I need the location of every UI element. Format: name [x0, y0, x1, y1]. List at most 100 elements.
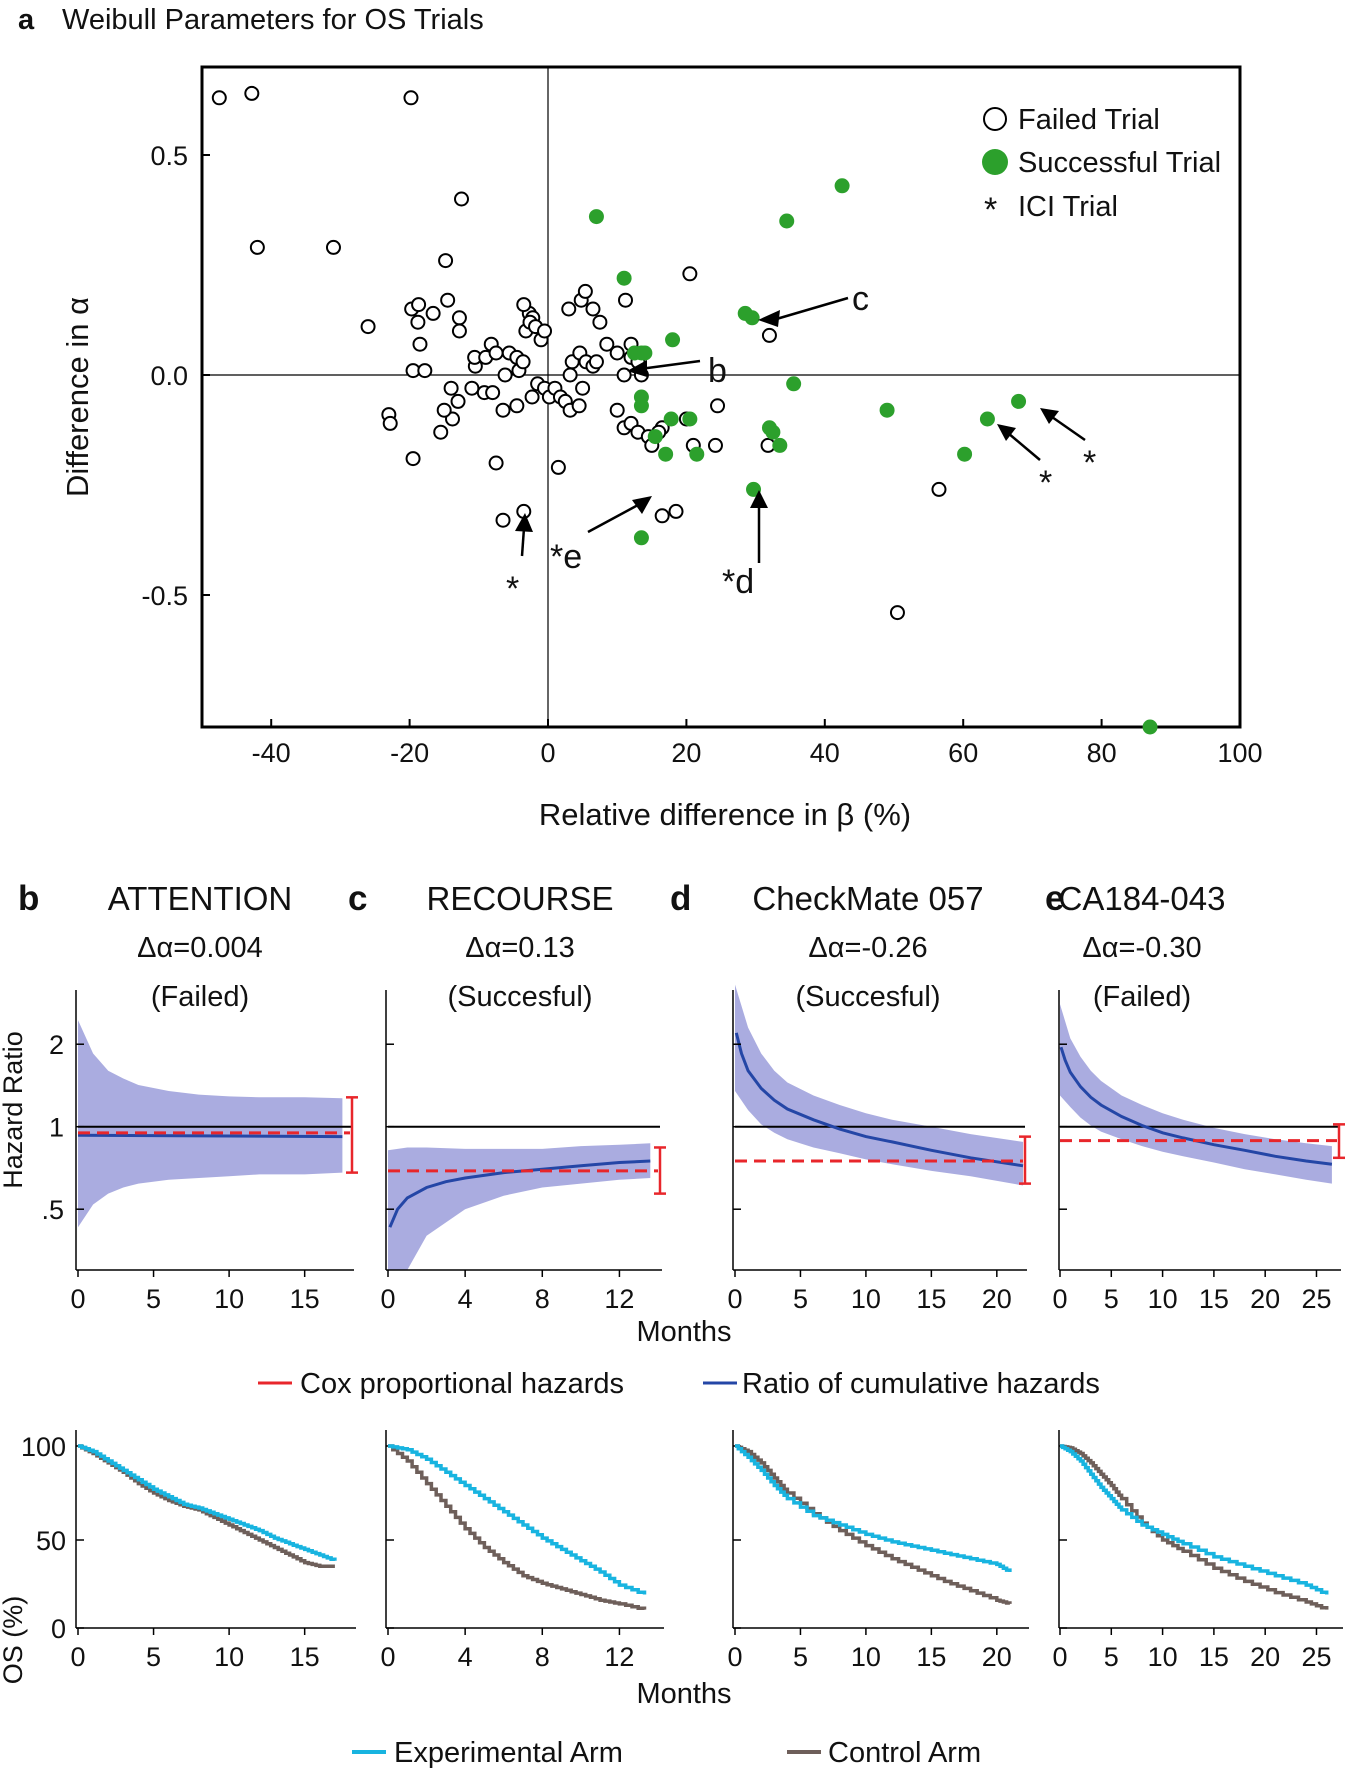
successful-trial-point — [979, 411, 995, 427]
survival-legend: Experimental Arm Control Arm — [352, 1737, 981, 1769]
successful-trial-point — [786, 376, 802, 392]
hazard-x-tick-label: 0 — [727, 1284, 742, 1314]
failed-trial-point — [433, 424, 449, 440]
hazard-x-tick-label: 8 — [535, 1284, 550, 1314]
successful-trial-point — [772, 437, 788, 453]
arrow-ici-mid — [1007, 432, 1041, 461]
scatter-x-tick-label: 80 — [1087, 738, 1117, 768]
failed-trial-point — [618, 292, 634, 308]
hazard-x-tick-label: 5 — [793, 1284, 808, 1314]
failed-trial-point — [562, 367, 578, 383]
failed-trial-point — [571, 398, 587, 414]
scatter-y-tick-label: 0.0 — [150, 361, 188, 391]
os-x-tick-label: 20 — [982, 1642, 1012, 1672]
os-x-tick-label: 5 — [146, 1642, 161, 1672]
cumulative-hazard-ratio-curve — [734, 1032, 1024, 1168]
experimental-arm-curve — [735, 1444, 1012, 1572]
failed-trial-point — [668, 503, 684, 519]
successful-trial-point — [879, 402, 895, 418]
arrow-ici-left — [520, 527, 526, 557]
hazard-y-label: Hazard Ratio — [0, 1031, 28, 1189]
panel-letter-c: c — [348, 879, 367, 918]
annotation-e: *e — [550, 538, 582, 576]
successful-trial-point — [633, 398, 649, 414]
os-y-tick-label: 50 — [36, 1526, 66, 1556]
panel-letter-e: e — [1045, 879, 1064, 918]
annotation-ici-left: * — [506, 570, 519, 608]
hazard-x-tick-label: 10 — [851, 1284, 881, 1314]
hazard-y-tick-label: 2 — [49, 1030, 64, 1060]
experimental-arm-curve — [388, 1444, 647, 1595]
successful-trial-point — [616, 270, 632, 286]
arrow-ici-right — [1051, 415, 1086, 442]
hazard-x-tick-label: 15 — [916, 1284, 946, 1314]
scatter-x-label: Relative difference in β (%) — [539, 797, 911, 832]
scatter-y-tick-label: 0.5 — [150, 141, 188, 171]
failed-trial-point — [410, 314, 426, 330]
experimental-arm-curve — [1060, 1444, 1329, 1595]
failed-trial-point — [588, 354, 604, 370]
successful-trial-point — [957, 446, 973, 462]
failed-trial-point — [450, 393, 466, 409]
os-x-tick-label: 5 — [793, 1642, 808, 1672]
failed-trial-point — [360, 319, 376, 335]
legend-ici-label: ICI Trial — [1018, 191, 1118, 223]
failed-trial-point — [495, 512, 511, 528]
successful-trial-point — [663, 411, 679, 427]
annotation-c: c — [852, 280, 869, 318]
successful-trial-point — [1011, 393, 1027, 409]
arrow-c — [772, 296, 849, 322]
successful-trial-point — [689, 446, 705, 462]
os-x-tick-label: 8 — [535, 1642, 550, 1672]
hazard-ratio-panels: b ATTENTION Δα=0.004 (Failed) 2 1 .5 0 5 10 15 c REC… — [18, 879, 1345, 1314]
scatter-legend: Failed Trial Successful Trial * ICI Tria… — [982, 104, 1221, 229]
trial-outcome-label: (Failed) — [151, 981, 249, 1013]
os-x-tick-label: 25 — [1301, 1642, 1331, 1672]
arrowhead-ici-right — [1040, 408, 1059, 424]
trial-outcome-label: (Succesful) — [447, 981, 592, 1013]
os-x-tick-label: 4 — [458, 1642, 473, 1672]
failed-trial-point — [411, 297, 427, 313]
arrowhead-ici-mid — [997, 424, 1016, 441]
failed-trial-point — [710, 398, 726, 414]
hazard-x-tick-label: 10 — [214, 1284, 244, 1314]
scatter-x-tick-label: 60 — [948, 738, 978, 768]
legend-control-label: Control Arm — [828, 1737, 981, 1769]
failed-trial-point — [577, 283, 593, 299]
arrowhead-c — [758, 310, 780, 327]
failed-trial-point — [488, 455, 504, 471]
failed-trial-point — [537, 323, 553, 339]
hazard-x-tick-label: 5 — [1104, 1284, 1119, 1314]
os-y-label: OS (%) — [0, 1596, 28, 1685]
control-arm-curve — [388, 1444, 647, 1610]
arrowhead-d — [750, 490, 768, 508]
failed-trial-point — [488, 345, 504, 361]
hazard-x-tick-label: 20 — [982, 1284, 1012, 1314]
hazard-x-tick-label: 25 — [1301, 1284, 1331, 1314]
failed-trial-point — [454, 191, 469, 207]
hazard-panel-c: c RECOURSE Δα=0.13 (Succesful) 0 4 8 12 — [348, 879, 666, 1314]
arrow-e — [587, 503, 639, 534]
failed-trial-point — [495, 402, 511, 418]
successful-trial-point — [633, 530, 649, 546]
failed-trial-point — [211, 90, 227, 106]
survival-panel-c: 0 4 8 12 — [380, 1430, 664, 1672]
os-x-tick-label: 10 — [851, 1642, 881, 1672]
scatter-x-tick-label: -20 — [390, 738, 429, 768]
hazard-x-tick-label: 5 — [146, 1284, 161, 1314]
hazard-x-tick-label: 4 — [458, 1284, 473, 1314]
hazard-x-tick-label: 10 — [1148, 1284, 1178, 1314]
hazard-x-label: Months — [636, 1316, 731, 1348]
hazard-panel-title: CA184-043 — [1059, 880, 1226, 917]
delta-alpha-label: Δα=-0.30 — [1082, 932, 1201, 964]
failed-trial-point — [464, 380, 480, 396]
hazard-panel-title: CheckMate 057 — [752, 880, 983, 917]
failed-trial-point — [412, 336, 428, 352]
panel-letter-d: d — [670, 879, 691, 918]
successful-trial-point — [682, 411, 698, 427]
successful-trial-point — [1142, 719, 1158, 735]
confidence-band — [735, 984, 1023, 1186]
